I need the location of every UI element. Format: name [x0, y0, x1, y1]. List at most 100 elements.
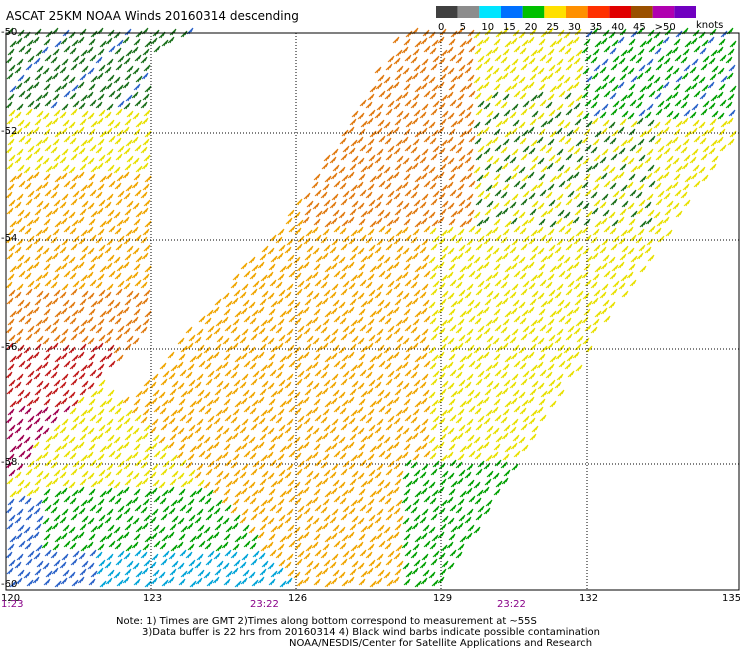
wind-barb	[401, 406, 409, 414]
wind-barb	[59, 66, 67, 74]
wind-barb	[486, 200, 494, 208]
wind-barb	[629, 144, 637, 152]
wind-barb	[377, 389, 385, 397]
wind-barb	[126, 425, 134, 433]
wind-barb	[394, 208, 402, 216]
wind-barb	[266, 451, 274, 459]
wind-barb	[475, 378, 483, 386]
wind-barb	[26, 489, 34, 497]
wind-barb	[266, 496, 274, 504]
wind-barb	[278, 559, 286, 567]
wind-barb	[554, 336, 562, 344]
wind-barb	[90, 525, 98, 533]
wind-barb	[142, 48, 150, 56]
wind-barb	[513, 360, 521, 368]
wind-barb	[473, 76, 481, 84]
wind-barb	[393, 282, 401, 290]
wind-barb	[322, 408, 330, 416]
wind-barb	[41, 406, 49, 414]
wind-barb	[243, 270, 251, 278]
wind-barb	[108, 360, 116, 368]
wind-barb	[386, 399, 394, 407]
wind-barb	[81, 155, 89, 163]
wind-barb	[26, 84, 34, 92]
wind-barb	[700, 108, 708, 116]
wind-barb	[683, 109, 691, 117]
wind-barb	[287, 479, 295, 487]
wind-barb	[34, 208, 42, 216]
wind-barb	[456, 117, 464, 125]
wind-barb	[108, 540, 116, 548]
wind-barb	[530, 409, 538, 417]
wind-barb	[306, 470, 314, 478]
wind-barb	[125, 229, 133, 237]
wind-barb	[536, 226, 544, 234]
wind-barb	[18, 405, 26, 413]
wind-barb	[32, 306, 40, 314]
wind-barb	[420, 37, 428, 45]
wind-barb	[108, 225, 116, 233]
wind-barb	[428, 526, 436, 534]
wind-barb	[312, 202, 320, 210]
wind-barb	[644, 66, 652, 74]
wind-barb	[503, 64, 511, 72]
wind-barb	[23, 526, 31, 534]
wind-barb	[483, 102, 491, 110]
wind-barb	[341, 534, 349, 542]
wind-barb	[403, 173, 411, 181]
wind-barb	[23, 301, 31, 309]
wind-barb	[250, 513, 258, 521]
wind-barb	[187, 453, 195, 461]
wind-barb	[492, 337, 500, 345]
wind-barb	[158, 391, 166, 399]
wind-barb	[144, 445, 152, 453]
wind-barb	[98, 559, 106, 567]
wind-barb	[438, 507, 446, 515]
wind-barb	[61, 193, 69, 201]
wind-barb	[500, 191, 508, 199]
wind-barb	[206, 444, 214, 452]
wind-barb	[565, 63, 573, 71]
wind-barb	[366, 207, 374, 215]
wind-barb	[692, 74, 700, 82]
wind-barb	[459, 265, 467, 273]
wind-barb	[135, 435, 143, 443]
wind-barb	[450, 390, 458, 398]
wind-barb	[313, 533, 321, 541]
wind-barb	[572, 126, 580, 134]
wind-barb	[421, 508, 429, 516]
wind-barb	[538, 38, 546, 46]
wind-barb	[214, 478, 222, 486]
wind-barb	[304, 388, 312, 396]
wind-barb	[378, 495, 386, 503]
wind-barb	[34, 568, 42, 576]
wind-barb	[474, 317, 482, 325]
wind-barb	[477, 370, 485, 378]
wind-barb	[414, 535, 422, 543]
wind-barb	[54, 580, 62, 588]
wind-barb	[68, 211, 76, 219]
wind-barb	[97, 408, 105, 416]
wind-barb	[468, 315, 476, 323]
wind-barb	[115, 333, 123, 341]
wind-barb	[6, 297, 14, 305]
wind-barb	[27, 325, 35, 333]
wind-barb	[242, 389, 250, 397]
wind-barb	[8, 514, 16, 522]
wind-barb	[421, 553, 429, 561]
wind-barb	[45, 120, 53, 128]
wind-barb	[116, 444, 124, 452]
wind-barb	[324, 310, 332, 318]
wind-barb	[494, 54, 502, 62]
wind-barb	[142, 498, 150, 506]
wind-barb	[501, 162, 509, 170]
wind-barb	[377, 434, 385, 442]
wind-barb	[54, 265, 62, 273]
wind-barb	[60, 532, 68, 540]
wind-barb	[464, 246, 472, 254]
wind-barb	[41, 316, 49, 324]
wind-barb	[52, 273, 60, 281]
wind-barb	[387, 280, 395, 288]
wind-barb	[394, 433, 402, 441]
